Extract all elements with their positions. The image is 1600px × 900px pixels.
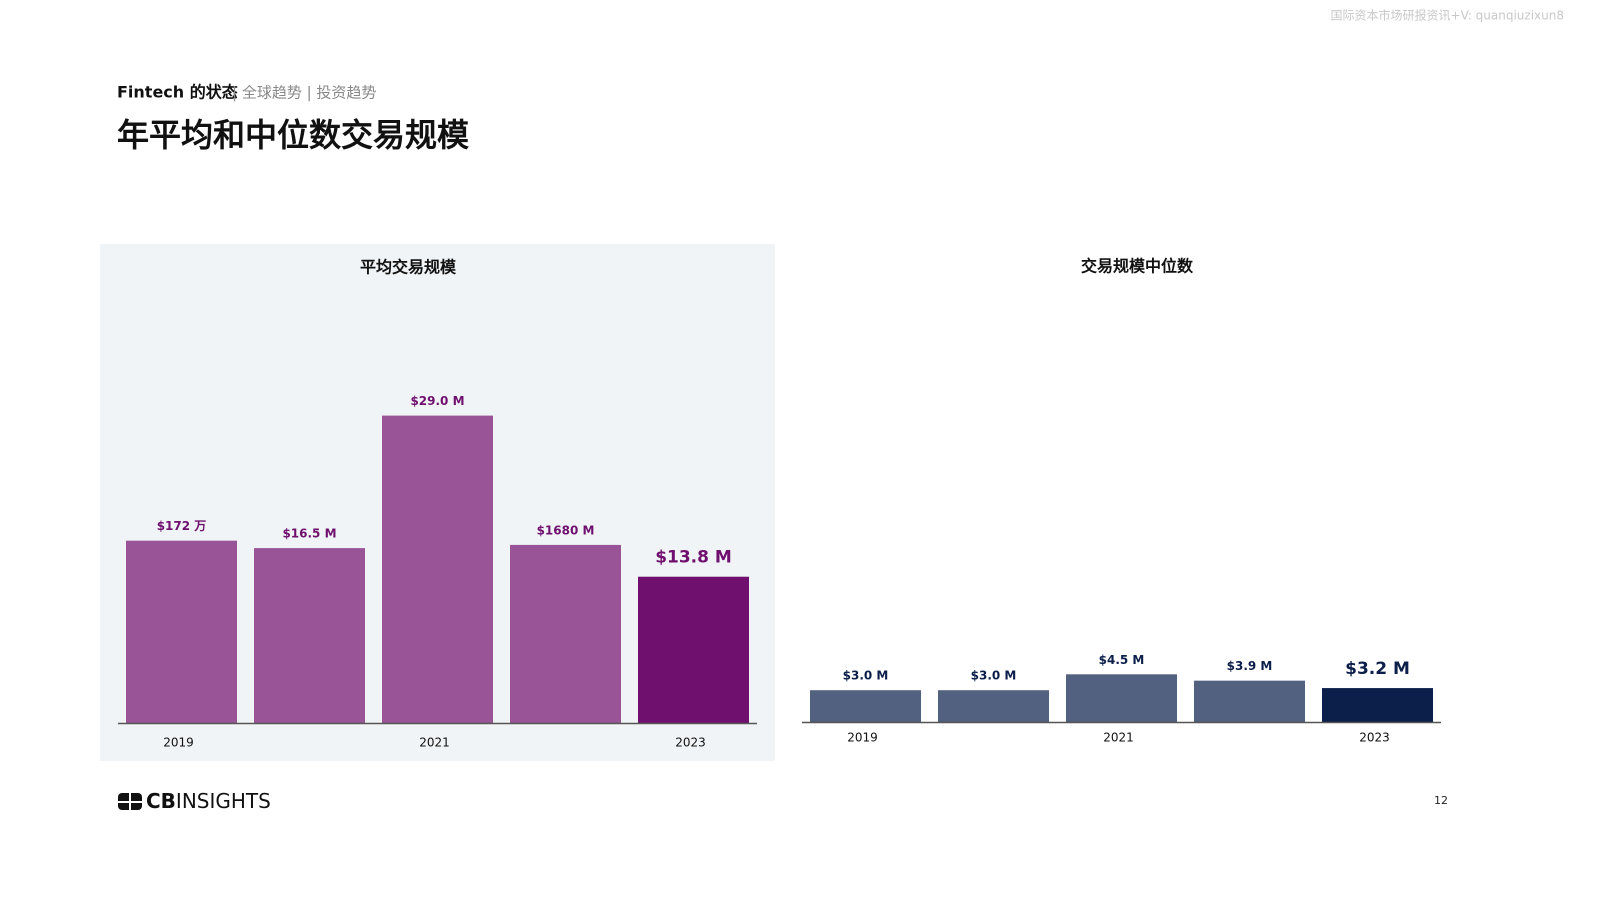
bar xyxy=(638,576,749,723)
value-label: $1680 M xyxy=(537,523,595,537)
logo-bold: CB xyxy=(146,789,176,813)
bar xyxy=(810,690,921,722)
chart-title: 平均交易规模 xyxy=(360,258,457,277)
bar xyxy=(1066,674,1177,722)
logo-text: CBINSIGHTS xyxy=(146,789,271,813)
value-label: $4.5 M xyxy=(1099,653,1145,667)
value-label: $3.0 M xyxy=(971,669,1017,683)
x-tick-label: 2019 xyxy=(847,731,878,745)
x-tick-label: 2019 xyxy=(163,736,194,750)
bar xyxy=(1322,688,1433,722)
breadcrumb: | 全球趋势 | 投资趋势 xyxy=(232,84,376,102)
value-label: $16.5 M xyxy=(282,527,336,541)
value-label: $172 万 xyxy=(157,519,207,533)
logo-icon-cut xyxy=(118,801,142,803)
page-number: 12 xyxy=(1434,794,1448,807)
value-label: $13.8 M xyxy=(655,548,732,568)
logo-light: INSIGHTS xyxy=(176,789,271,813)
bar xyxy=(938,690,1049,722)
x-tick-label: 2021 xyxy=(1103,731,1134,745)
bar xyxy=(382,415,493,723)
value-label: $3.0 M xyxy=(843,669,889,683)
bar xyxy=(126,540,237,723)
value-label: $3.9 M xyxy=(1227,659,1273,673)
bar xyxy=(1194,680,1305,722)
watermark: 国际资本市场研报资讯+V: quanqiuzixun8 xyxy=(1331,8,1564,23)
page-title: 年平均和中位数交易规模 xyxy=(117,116,469,154)
bar xyxy=(510,544,621,723)
x-tick-label: 2021 xyxy=(419,736,450,750)
x-tick-label: 2023 xyxy=(1359,731,1390,745)
bar xyxy=(254,548,365,723)
section-label: Fintech 的状态 xyxy=(117,83,238,102)
value-label: $29.0 M xyxy=(410,394,464,408)
value-label: $3.2 M xyxy=(1345,659,1410,679)
logo: CBINSIGHTS xyxy=(118,789,271,813)
x-tick-label: 2023 xyxy=(675,736,706,750)
chart-title: 交易规模中位数 xyxy=(1081,257,1194,276)
